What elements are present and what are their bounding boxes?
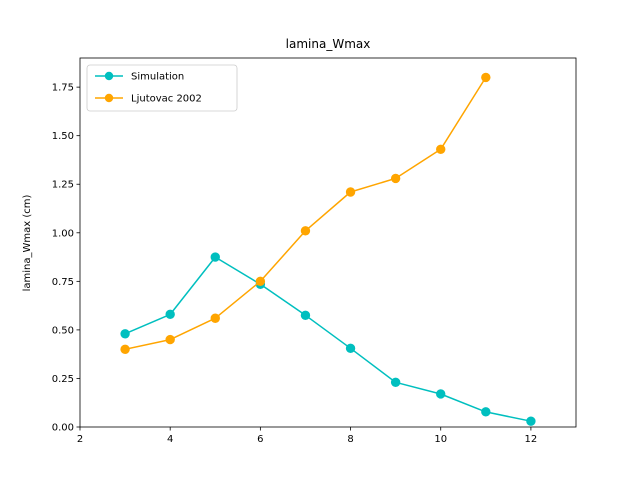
plot-frame [79,57,577,428]
data-point [165,334,175,345]
y-tick-label: 1.50 [52,131,74,142]
legend-swatch-marker [104,71,114,81]
plot-area: 2 4 6 8 10 12 0.00 0.25 0.50 0.75 1.00 1.25 1.50 1.75 [52,57,577,445]
x-tick-label: 12 [525,434,538,445]
y-tick-label: 0.75 [52,277,74,288]
x-tick-label: 4 [167,434,173,445]
x-tick-label: 8 [347,434,353,445]
data-point [390,173,401,184]
y-tick-label: 1.75 [52,83,74,94]
data-point [300,226,311,236]
y-tick-label: 0.25 [52,374,74,385]
data-point [481,407,491,417]
legend-swatch-marker [104,93,114,103]
x-tick-label: 10 [434,434,447,445]
plot-background [80,58,576,427]
legend-label: Ljutovac 2002 [131,94,202,105]
data-point [526,416,536,426]
y-tick-label: 1.25 [52,180,74,191]
data-point [255,276,266,287]
data-point [436,144,446,154]
x-tick-label: 2 [77,434,83,445]
data-point [390,377,401,388]
y-tick-label: 1.00 [52,228,74,239]
y-axis-label: lamina_Wmax (cm) [22,195,33,292]
x-tick-label: 6 [257,434,263,445]
data-point [481,72,491,83]
data-point [165,309,175,320]
chart-title: lamina_Wmax [286,37,371,51]
data-point [120,344,130,355]
data-point [345,343,356,354]
data-point [436,389,446,399]
series-line-0 [124,256,532,422]
data-point [345,187,356,197]
legend-box [86,64,238,112]
y-tick-label: 0.00 [52,423,74,434]
data-point [120,329,130,339]
data-point [210,313,220,323]
data-point [210,252,220,262]
legend: Simulation Ljutovac 2002 [86,64,238,112]
y-tick-label: 0.50 [52,325,74,336]
legend-label: Simulation [131,72,184,83]
data-point [300,310,311,321]
